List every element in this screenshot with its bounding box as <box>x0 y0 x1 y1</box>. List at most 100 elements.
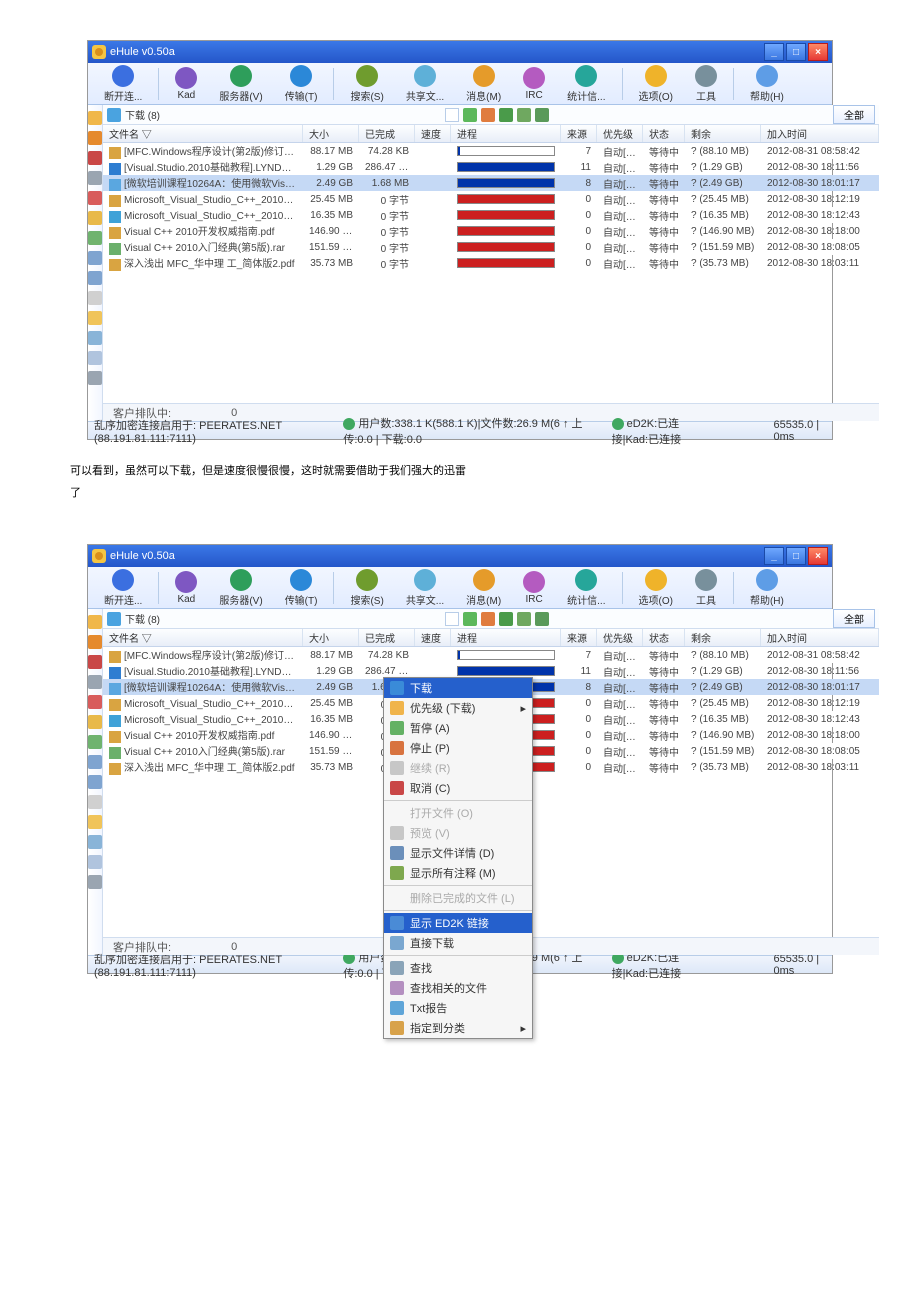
refresh-icon[interactable] <box>463 612 477 626</box>
toolbar-传输(T)[interactable]: 传输(T) <box>275 63 328 105</box>
toolbar-选项(O)[interactable]: 选项(O) <box>629 567 683 609</box>
toolbar-服务器(V)[interactable]: 服务器(V) <box>209 63 272 105</box>
sidebar-icon[interactable] <box>88 151 102 165</box>
minimize-button[interactable]: _ <box>764 547 784 565</box>
toolbar-共享文...[interactable]: 共享文... <box>396 567 454 609</box>
menu-item[interactable]: 优先级 (下载)▸ <box>384 698 532 718</box>
col-sources[interactable]: 来源 <box>561 629 597 646</box>
down-icon[interactable] <box>499 108 513 122</box>
menu-item[interactable]: 下载 <box>384 678 532 698</box>
toolbar-消息(M)[interactable]: 消息(M) <box>456 63 511 105</box>
toolbar-IRC[interactable]: IRC <box>513 569 555 607</box>
settings-icon[interactable] <box>535 612 549 626</box>
sidebar-icon[interactable] <box>88 231 102 245</box>
sidebar-icon[interactable] <box>88 191 102 205</box>
sidebar-icon[interactable] <box>88 715 102 729</box>
sidebar-icon[interactable] <box>88 251 102 265</box>
maximize-button[interactable]: □ <box>786 43 806 61</box>
close-button[interactable]: × <box>808 43 828 61</box>
sidebar-icon[interactable] <box>88 815 102 829</box>
maximize-button[interactable]: □ <box>786 547 806 565</box>
col-priority[interactable]: 优先级 <box>597 629 643 646</box>
sidebar-icon[interactable] <box>88 655 102 669</box>
menu-item[interactable]: 暂停 (A) <box>384 718 532 738</box>
toolbar-帮助(H)[interactable]: 帮助(H) <box>740 567 794 609</box>
table-row[interactable]: [MFC.Windows程序设计(第2版)修订版].(Pro...88.17 M… <box>103 647 879 663</box>
sidebar-icon[interactable] <box>88 111 102 125</box>
col-done[interactable]: 已完成 <box>359 125 415 142</box>
col-priority[interactable]: 优先级 <box>597 125 643 142</box>
sidebar-icon[interactable] <box>88 795 102 809</box>
up-icon[interactable] <box>481 612 495 626</box>
sidebar-icon[interactable] <box>88 775 102 789</box>
table-row[interactable]: [Visual.Studio.2010基础教程].LYNDA.COM.VI...… <box>103 159 879 175</box>
menu-item[interactable]: 取消 (C) <box>384 778 532 798</box>
toolbar-IRC[interactable]: IRC <box>513 65 555 103</box>
up-icon[interactable] <box>481 108 495 122</box>
sidebar-icon[interactable] <box>88 735 102 749</box>
toolbar-统计信...[interactable]: 统计信... <box>557 63 615 105</box>
col-name[interactable]: 文件名 ▽ <box>103 125 303 142</box>
context-menu[interactable]: 下载优先级 (下载)▸暂停 (A)停止 (P)继续 (R)取消 (C)打开文件 … <box>383 677 533 1039</box>
toolbar-帮助(H)[interactable]: 帮助(H) <box>740 63 794 105</box>
col-size[interactable]: 大小 <box>303 629 359 646</box>
col-status[interactable]: 状态 <box>643 125 685 142</box>
close-button[interactable]: × <box>808 547 828 565</box>
sidebar-icon[interactable] <box>88 875 102 889</box>
col-remaining[interactable]: 剩余 <box>685 629 761 646</box>
table-row[interactable]: Visual C++ 2010开发权威指南.pdf146.90 MB0 字节0自… <box>103 223 879 239</box>
col-speed[interactable]: 速度 <box>415 629 451 646</box>
toolbar-Kad[interactable]: Kad <box>165 569 207 607</box>
table-row[interactable]: [微软培训课程10264A：使用微软Visual.Stu...2.49 GB1.… <box>103 175 879 191</box>
col-remaining[interactable]: 剩余 <box>685 125 761 142</box>
sidebar-icon[interactable] <box>88 211 102 225</box>
toolbar-服务器(V)[interactable]: 服务器(V) <box>209 567 272 609</box>
toolbar-搜索(S)[interactable]: 搜索(S) <box>340 63 393 105</box>
menu-item[interactable]: 显示文件详情 (D) <box>384 843 532 863</box>
table-row[interactable]: Microsoft_Visual_Studio_C++_2010教程.doc16… <box>103 207 879 223</box>
toolbar-搜索(S)[interactable]: 搜索(S) <box>340 567 393 609</box>
sidebar-icon[interactable] <box>88 855 102 869</box>
table-row[interactable]: Visual C++ 2010入门经典(第5版).rar151.59 MB0 字… <box>103 239 879 255</box>
sidebar-icon[interactable] <box>88 615 102 629</box>
col-speed[interactable]: 速度 <box>415 125 451 142</box>
all-button[interactable]: 全部 <box>833 105 875 124</box>
menu-item[interactable]: 显示所有注释 (M) <box>384 863 532 883</box>
col-name[interactable]: 文件名 ▽ <box>103 629 303 646</box>
toolbar-选项(O)[interactable]: 选项(O) <box>629 63 683 105</box>
col-progress[interactable]: 进程 <box>451 125 561 142</box>
toolbar-断开连...[interactable]: 断开连... <box>94 567 152 609</box>
sidebar-icon[interactable] <box>88 271 102 285</box>
toolbar-工具[interactable]: 工具 <box>685 63 727 105</box>
sidebar-icon[interactable] <box>88 635 102 649</box>
minimize-button[interactable]: _ <box>764 43 784 61</box>
sidebar-icon[interactable] <box>88 675 102 689</box>
menu-item[interactable]: 直接下载 <box>384 933 532 953</box>
copy-icon[interactable] <box>517 612 531 626</box>
col-sources[interactable]: 来源 <box>561 125 597 142</box>
down-icon[interactable] <box>499 612 513 626</box>
table-row[interactable]: 深入浅出 MFC_华中理 工_简体版2.pdf35.73 MB0 字节0自动[高… <box>103 255 879 271</box>
table-row[interactable]: Microsoft_Visual_Studio_C++_2010入门教程(...… <box>103 191 879 207</box>
menu-item[interactable]: 查找相关的文件 <box>384 978 532 998</box>
menu-item[interactable]: 查找 <box>384 958 532 978</box>
settings-icon[interactable] <box>535 108 549 122</box>
table-row[interactable]: [MFC.Windows程序设计(第2版)修订版].(Pro...88.17 M… <box>103 143 879 159</box>
toolbar-传输(T)[interactable]: 传输(T) <box>275 567 328 609</box>
sidebar-icon[interactable] <box>88 291 102 305</box>
sidebar-icon[interactable] <box>88 331 102 345</box>
col-progress[interactable]: 进程 <box>451 629 561 646</box>
menu-item[interactable]: Txt报告 <box>384 998 532 1018</box>
menu-item[interactable]: 显示 ED2K 链接 <box>384 913 532 933</box>
sidebar-icon[interactable] <box>88 171 102 185</box>
sidebar-icon[interactable] <box>88 755 102 769</box>
toolbar-共享文...[interactable]: 共享文... <box>396 63 454 105</box>
sidebar-icon[interactable] <box>88 131 102 145</box>
view-icon[interactable] <box>445 108 459 122</box>
titlebar[interactable]: eHule v0.50a _ □ × <box>88 41 832 63</box>
refresh-icon[interactable] <box>463 108 477 122</box>
menu-item[interactable]: 停止 (P) <box>384 738 532 758</box>
toolbar-消息(M)[interactable]: 消息(M) <box>456 567 511 609</box>
col-added[interactable]: 加入时间 <box>761 125 879 142</box>
sidebar-icon[interactable] <box>88 695 102 709</box>
